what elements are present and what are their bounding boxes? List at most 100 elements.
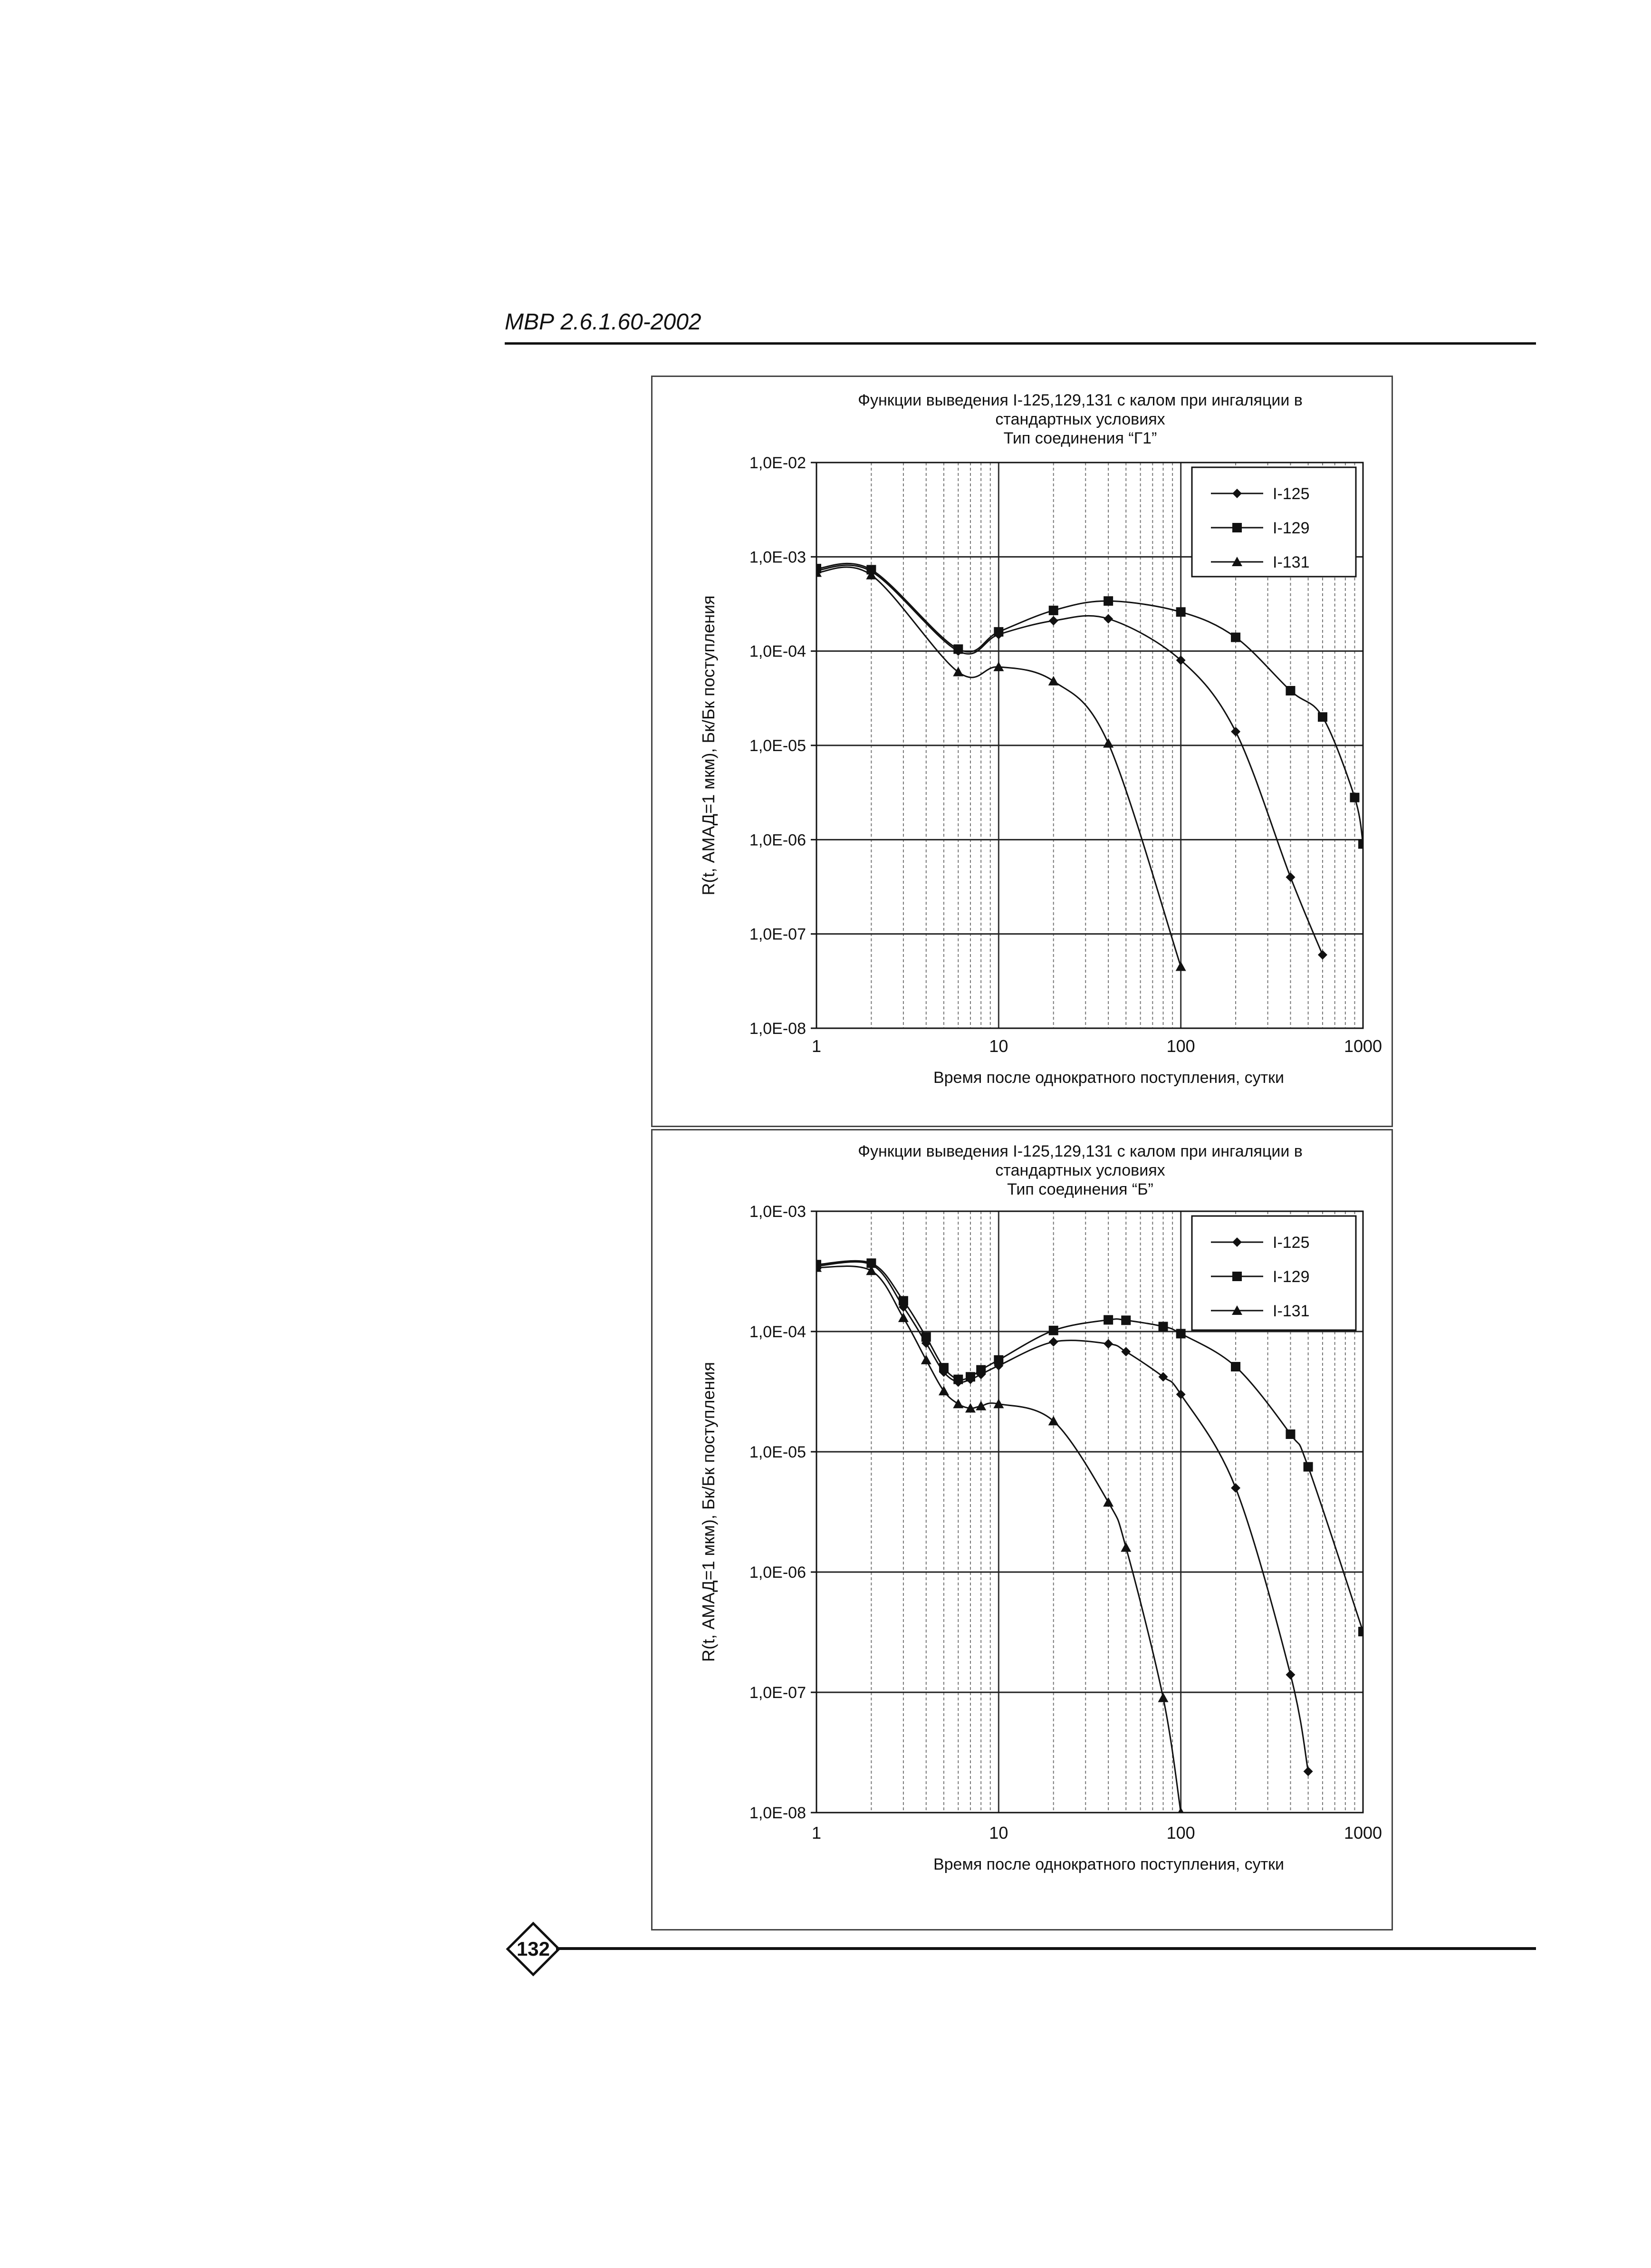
series-i-125	[816, 1260, 1313, 1776]
legend-box	[1191, 466, 1357, 578]
y-tick-label: 1,0E-04	[749, 643, 806, 661]
y-tick-label: 1,0E-03	[749, 1203, 806, 1221]
chart-b: Функции выведения I-125,129,131 с калом …	[699, 1142, 1382, 1873]
legend-marker	[1232, 523, 1242, 532]
chart-b-frame: Функции выведения I-125,129,131 с калом …	[651, 1129, 1393, 1930]
y-tick-label: 1,0E-03	[749, 548, 806, 566]
legend-label: I-129	[1273, 519, 1310, 537]
data-point	[1121, 1315, 1131, 1325]
data-point	[1231, 632, 1241, 642]
y-tick-label: 1,0E-02	[749, 454, 806, 472]
data-point	[953, 644, 963, 654]
data-point	[816, 1260, 821, 1270]
series-line	[816, 566, 1182, 967]
data-point	[898, 1296, 908, 1306]
series-i-125	[816, 564, 1327, 960]
series-i-131	[816, 1262, 1184, 1813]
data-point	[866, 1265, 877, 1275]
page-number: 132	[516, 1938, 550, 1960]
data-point	[1231, 727, 1241, 737]
data-point	[1121, 1542, 1132, 1552]
data-point	[1048, 606, 1058, 616]
data-point	[1121, 1347, 1131, 1357]
x-tick-label: 10	[989, 1036, 1008, 1056]
y-tick-label: 1,0E-07	[749, 926, 806, 944]
data-point	[1178, 1807, 1184, 1813]
x-axis-label: Время после однократного поступления, су…	[933, 1855, 1284, 1873]
y-tick-label: 1,0E-05	[749, 1443, 806, 1461]
legend-marker	[1232, 1305, 1242, 1315]
data-point	[993, 661, 1004, 671]
data-point	[1303, 1462, 1313, 1472]
series-i-129	[816, 562, 1363, 849]
data-point	[1104, 1339, 1113, 1349]
data-point	[1286, 1429, 1296, 1439]
chart-g1-frame: Функции выведения I-125,129,131 с калом …	[651, 376, 1393, 1127]
data-point	[1103, 1497, 1114, 1507]
page-number-badge: 132	[505, 1921, 562, 1978]
series-i-129	[816, 1258, 1363, 1637]
data-point	[1350, 792, 1360, 802]
data-point	[953, 1374, 963, 1384]
legend-label: I-129	[1273, 1268, 1310, 1286]
data-point	[1286, 1670, 1296, 1680]
legend: I-125 I-129 I-131	[1191, 466, 1357, 578]
data-point	[1176, 607, 1186, 617]
footer-rule	[556, 1947, 1536, 1950]
legend-label: I-131	[1273, 553, 1310, 571]
diamond-badge-icon	[506, 1921, 561, 1977]
series-i-131	[816, 566, 1186, 971]
plot-area	[816, 1210, 1364, 1814]
data-point	[866, 565, 876, 575]
chart-title-line: стандартных условиях	[995, 1161, 1165, 1179]
data-point	[866, 569, 877, 579]
x-tick-label: 100	[1167, 1823, 1195, 1843]
y-tick-label: 1,0E-04	[749, 1323, 806, 1341]
y-tick-label: 1,0E-08	[749, 1804, 806, 1822]
y-tick-label: 1,0E-05	[749, 737, 806, 755]
series-line	[816, 564, 1324, 955]
y-axis-label: R(t, АМАД=1 мкм), Бк/Бк поступления	[699, 595, 718, 895]
document-code: МВР 2.6.1.60-2002	[505, 309, 701, 335]
data-point	[816, 1262, 822, 1272]
data-point	[1048, 1325, 1058, 1335]
data-point	[938, 1386, 949, 1396]
data-point	[1231, 1483, 1241, 1493]
legend-marker	[1232, 489, 1242, 498]
series-line	[816, 1261, 1309, 1772]
data-point	[921, 1354, 931, 1364]
data-point	[1317, 950, 1327, 960]
data-point	[816, 564, 821, 574]
x-tick-label: 10	[989, 1823, 1008, 1843]
x-tick-label: 1	[812, 1823, 821, 1843]
header-rule	[505, 342, 1536, 345]
chart-title-line: Тип соединения “Г1”	[1004, 429, 1157, 447]
chart-title-line: Функции выведения I-125,129,131 с калом …	[858, 1142, 1303, 1160]
data-point	[1358, 839, 1363, 849]
data-point	[1104, 614, 1113, 624]
data-point	[1303, 1766, 1313, 1776]
legend-label: I-125	[1273, 485, 1310, 503]
legend-label: I-125	[1273, 1234, 1310, 1252]
chart-title-line: Функции выведения I-125,129,131 с калом …	[858, 391, 1303, 409]
x-tick-label: 100	[1167, 1036, 1195, 1056]
x-axis-label: Время после однократного поступления, су…	[933, 1069, 1284, 1087]
data-point	[1048, 616, 1058, 626]
data-point	[939, 1363, 949, 1373]
data-point	[866, 1258, 876, 1268]
x-tick-label: 1000	[1344, 1036, 1382, 1056]
y-tick-label: 1,0E-06	[749, 831, 806, 849]
data-point	[1104, 596, 1113, 606]
data-point	[1103, 738, 1114, 748]
data-point	[1048, 1416, 1059, 1426]
data-point	[994, 1355, 1004, 1365]
data-point	[1231, 1361, 1241, 1371]
legend-marker	[1232, 557, 1242, 566]
data-point	[1176, 655, 1186, 665]
data-point	[1158, 1692, 1169, 1702]
y-axis-label: R(t, АМАД=1 мкм), Бк/Бк поступления	[699, 1362, 718, 1662]
data-point	[1286, 872, 1296, 882]
chart-g1: Функции выведения I-125,129,131 с калом …	[699, 391, 1382, 1087]
data-point	[1286, 686, 1296, 696]
data-point	[1317, 712, 1327, 722]
